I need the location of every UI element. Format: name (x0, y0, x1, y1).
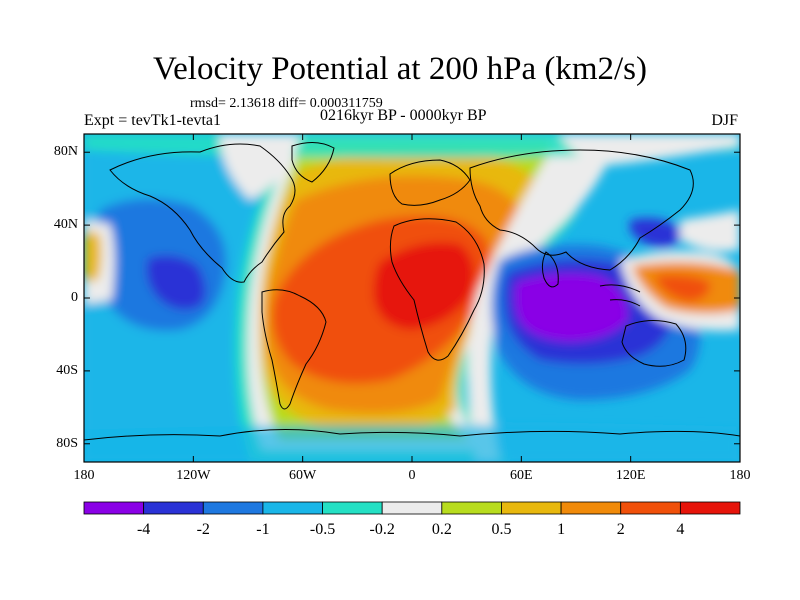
coast-india (541, 251, 559, 288)
y-tick-label: 80S (56, 435, 78, 451)
map-title: Velocity Potential at 200 hPa (km2/s) (152, 51, 648, 87)
colorbar-label: 1 (557, 521, 566, 538)
colorbar-label: -4 (136, 521, 151, 538)
time-period-label: 0216kyr BP - 0000kyr BP (320, 107, 487, 124)
coast-south-america (261, 289, 327, 410)
axis-ticks (83, 134, 741, 462)
colorbar-label: -2 (196, 521, 210, 538)
coast-north-america (109, 143, 296, 283)
contour-region-neg4-indian (514, 273, 629, 342)
colorbar-swatch (620, 501, 681, 515)
colorbar-swatch (322, 501, 383, 515)
y-tick-label: 0 (71, 290, 78, 305)
x-tick-label: 180 (73, 468, 95, 483)
colorbar-swatch (202, 501, 264, 515)
x-tick-label: 60E (510, 468, 533, 483)
colorbar-label: 0.5 (491, 521, 512, 538)
contour-region-pos4 (373, 242, 475, 330)
contour-region-zero-siberia (560, 134, 740, 166)
x-tick-label: 0 (408, 468, 416, 483)
colorbar-swatch (262, 501, 323, 515)
y-tick-label: 80N (53, 144, 78, 160)
colorbar (83, 501, 741, 515)
coast-asia (469, 149, 694, 271)
colorbar-label: 4 (676, 521, 685, 538)
colorbar-label: 0.2 (431, 521, 452, 538)
stats-text: rmsd= 2.13618 diff= 0.000311759 (190, 96, 383, 111)
coastline-layer (84, 142, 740, 441)
contour-region-neg2-japan (630, 218, 682, 248)
colorbar-swatch (143, 501, 204, 515)
coast-australia (621, 320, 687, 367)
colorbar-label: -1 (256, 521, 270, 538)
colorbar-swatch (441, 501, 502, 515)
contour-region-antarctic (84, 425, 740, 462)
colorbar-swatch (560, 501, 622, 515)
colorbar-label: 2 (616, 521, 625, 538)
colorbar-swatch (679, 501, 741, 515)
colorbar-label: -0.2 (369, 521, 395, 538)
coast-europe (389, 159, 471, 206)
contour-region-pos2-eastasia (654, 274, 711, 302)
contour-region-zero-northpacific (680, 210, 740, 252)
contour-region-pos05-west-edge (84, 230, 102, 282)
x-tick-label: 120E (615, 468, 646, 483)
contour-region-neg2-pacific (146, 255, 206, 310)
colorbar-swatch (83, 501, 145, 515)
season-label: DJF (711, 112, 738, 129)
y-tick-label: 40S (56, 362, 78, 378)
x-tick-label: 60W (289, 468, 317, 483)
contour-region-zero-northatlantic (220, 134, 300, 200)
y-tick-label: 40N (53, 217, 78, 233)
x-tick-label: 180 (729, 468, 751, 483)
colorbar-swatch (381, 501, 443, 515)
coast-africa (389, 218, 485, 361)
coast-antarctica (84, 428, 740, 441)
experiment-label: Expt = tevTk1-tevta1 (84, 112, 221, 129)
colorbar-swatch (501, 501, 562, 515)
colorbar-label: -0.5 (309, 521, 336, 538)
coast-greenland (291, 142, 335, 183)
coast-indonesia (599, 284, 641, 307)
x-tick-label: 120W (176, 468, 211, 483)
